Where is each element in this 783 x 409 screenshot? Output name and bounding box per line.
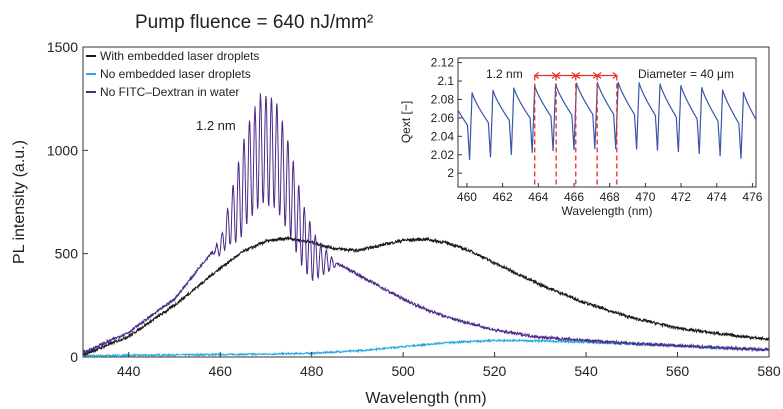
x-tick-label: 520 (483, 363, 507, 379)
inset-y-axis-label: Qext [−] (399, 101, 413, 143)
x-tick-label: 540 (574, 363, 598, 379)
inset-resonance-markers (533, 72, 618, 187)
legend-label-no-fitc: No FITC–Dextran in water (100, 85, 239, 99)
x-tick-label: 560 (666, 363, 690, 379)
inset-plot-frame (457, 57, 757, 188)
inset-x-tick-label: 474 (707, 190, 727, 204)
inset-spacing-annotation: 1.2 nm (486, 67, 523, 81)
y-tick-label: 0 (70, 349, 78, 365)
main-x-ticks: 440 460 480 500 520 540 560 580 (117, 352, 781, 379)
x-tick-label: 460 (209, 363, 233, 379)
inset-y-tick-label: 2.02 (431, 148, 455, 162)
main-y-ticks: 0 500 1000 1500 (47, 39, 88, 365)
inset-background (456, 56, 758, 189)
inset-x-axis-label: Wavelength (nm) (562, 204, 653, 218)
inset-qext-series (457, 81, 757, 160)
legend-label-no-droplets: No embedded laser droplets (100, 67, 251, 81)
y-axis-label: PL intensity (a.u.) (11, 140, 28, 264)
x-tick-label: 440 (117, 363, 141, 379)
series-no-fitc (82, 93, 770, 355)
inset-series-group (457, 81, 757, 160)
inset-x-tick-label: 462 (493, 190, 513, 204)
inset-x-tick-label: 466 (564, 190, 584, 204)
inset-y-tick-label: 2.08 (431, 92, 455, 106)
spacing-arrowhead (555, 72, 561, 79)
inset-y-tick-label: 2 (447, 166, 454, 180)
inset-y-tick-label: 2.06 (431, 111, 455, 125)
inset-plot: 460 462 464 466 468 470 472 474 476 2 2.02 2.04 2.0… (399, 56, 763, 218)
x-axis-label: Wavelength (nm) (365, 390, 486, 407)
main-series-group (82, 93, 770, 359)
legend-label-with-droplets: With embedded laser droplets (100, 49, 259, 63)
y-tick-label: 1000 (47, 142, 78, 158)
inset-x-ticks: 460 462 464 466 468 470 472 474 476 (457, 183, 763, 204)
y-tick-label: 500 (55, 246, 79, 262)
chart-title: Pump fluence = 640 nJ/mm² (135, 12, 373, 33)
spacing-arrowhead (574, 72, 581, 79)
legend: With embedded laser droplets No embedded… (86, 49, 259, 99)
series-with-droplets (82, 235, 770, 357)
series-no-droplets (82, 337, 770, 359)
spacing-arrowhead (533, 72, 540, 79)
x-tick-label: 580 (757, 363, 781, 379)
inset-diameter-annotation: Diameter = 40 μm (638, 67, 734, 81)
inset-x-tick-label: 464 (528, 190, 548, 204)
x-tick-label: 500 (391, 363, 415, 379)
inset-x-tick-label: 472 (671, 190, 691, 204)
y-tick-label: 1500 (47, 39, 78, 55)
inset-y-ticks: 2 2.02 2.04 2.06 2.08 2.1 2.12 (431, 56, 462, 180)
inset-y-tick-label: 2.12 (431, 56, 455, 70)
spacing-arrowhead (612, 72, 618, 79)
main-plot-frame (82, 46, 770, 358)
peak-spacing-annotation: 1.2 nm (196, 118, 236, 133)
inset-x-tick-label: 476 (742, 190, 762, 204)
inset-x-tick-label: 470 (635, 190, 655, 204)
x-tick-label: 480 (300, 363, 324, 379)
inset-x-tick-label: 460 (457, 190, 477, 204)
inset-x-tick-label: 468 (600, 190, 620, 204)
spacing-arrowhead (596, 72, 602, 79)
inset-y-tick-label: 2.04 (431, 129, 455, 143)
main-plot: 440 460 480 500 520 540 560 580 0 500 1000 1500 (47, 39, 781, 379)
inset-y-tick-label: 2.1 (437, 74, 454, 88)
